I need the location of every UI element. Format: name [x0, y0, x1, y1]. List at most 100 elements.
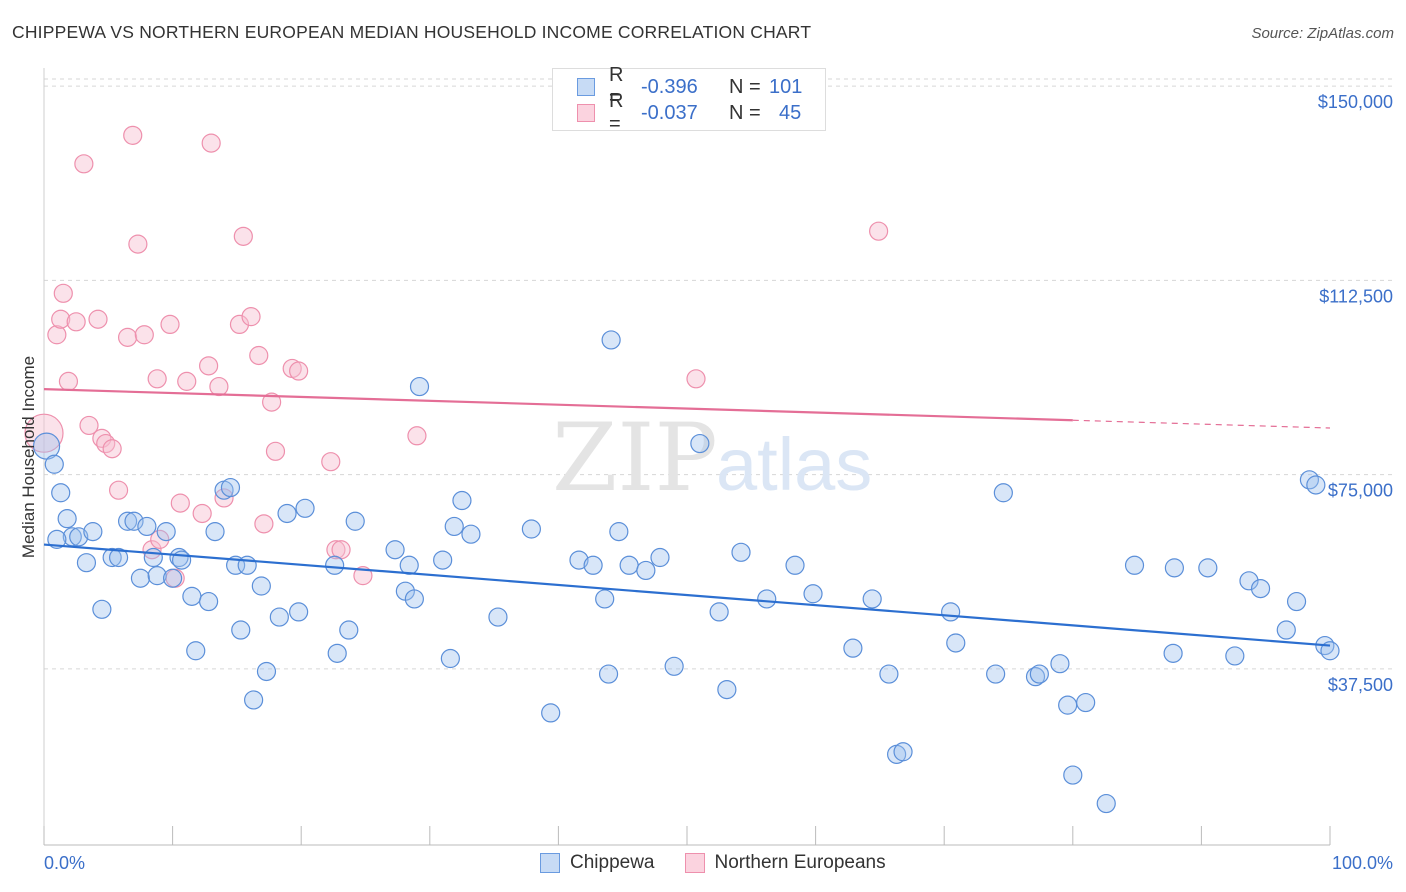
- northern-point: [117, 327, 138, 347]
- northern-point: [160, 314, 180, 335]
- chippewa-point: [102, 547, 122, 568]
- chippewa-point: [399, 555, 419, 575]
- chippewa-legend-swatch: [540, 853, 560, 873]
- northern-point: [51, 309, 71, 329]
- legend-n-value: 101: [769, 75, 803, 98]
- chippewa-point: [946, 633, 966, 653]
- northern-point: [88, 309, 108, 329]
- chippewa-point: [325, 555, 345, 575]
- chippewa-point: [541, 703, 561, 723]
- chippewa-point: [83, 522, 103, 542]
- chippewa-point: [1225, 646, 1245, 666]
- northern-legend-swatch: [684, 853, 705, 873]
- chippewa-point: [404, 589, 424, 609]
- legend-n-value: 45: [779, 101, 802, 124]
- northern-point: [353, 566, 373, 586]
- chippewa-point: [130, 568, 151, 588]
- northern-point: [249, 345, 269, 366]
- chippewa-point: [1029, 664, 1049, 684]
- chippewa-point: [709, 602, 729, 622]
- chippewa-point: [199, 591, 219, 612]
- chippewa-point: [327, 643, 347, 663]
- chippewa-point: [289, 602, 309, 622]
- chippewa-point: [1124, 555, 1145, 575]
- chippewa-point: [251, 576, 271, 596]
- chippewa-point: [1286, 591, 1307, 612]
- chippewa-point: [57, 509, 77, 529]
- chippewa-point: [92, 599, 112, 619]
- northern-points: [24, 125, 889, 588]
- chippewa-point: [731, 542, 751, 562]
- chippewa-point: [785, 555, 805, 575]
- chippewa-point: [182, 586, 202, 606]
- northern-point: [123, 125, 143, 145]
- chippewa-point: [269, 607, 289, 627]
- chippewa-point: [277, 503, 297, 524]
- chippewa-point: [339, 620, 359, 640]
- chippewa-swatch: [577, 78, 595, 96]
- chippewa-point: [1096, 793, 1116, 814]
- northern-point: [79, 415, 99, 436]
- tick-labels: $37,500 $75,000 $112,500 $150,000 0.0% 100.0%: [44, 92, 1393, 873]
- northern-point: [108, 480, 129, 500]
- northern-point: [241, 307, 261, 327]
- chippewa-point: [1198, 558, 1218, 578]
- chippewa-point: [893, 742, 913, 762]
- source-label: Source: ZipAtlas.com: [1251, 25, 1394, 42]
- northern-point: [686, 369, 706, 389]
- northern-point: [321, 452, 341, 472]
- legend-item-chippewa: Chippewa: [540, 852, 655, 874]
- chippewa-legend-label: Chippewa: [570, 852, 655, 873]
- chippewa-point: [862, 589, 882, 609]
- chippewa-point: [757, 589, 777, 609]
- chippewa-trend-line: [43, 543, 1331, 647]
- chippewa-point: [163, 568, 183, 588]
- legend-n-label: N =: [729, 101, 761, 124]
- northern-point: [134, 325, 154, 345]
- y-tick-label: $75,000: [1328, 481, 1393, 501]
- y-tick-label: $112,500: [1319, 286, 1393, 306]
- chippewa-point: [256, 661, 277, 682]
- northern-point: [199, 356, 219, 376]
- chippewa-point: [444, 516, 464, 537]
- chippewa-point: [1299, 470, 1320, 490]
- legend-r-value: -0.037: [641, 101, 698, 124]
- northern-point: [53, 283, 73, 303]
- chippewa-point: [433, 550, 453, 570]
- chippewa-point: [186, 641, 206, 661]
- chippewa-point: [147, 566, 167, 586]
- y-tick-label: $37,500: [1328, 675, 1393, 695]
- chippewa-point: [609, 522, 629, 542]
- chippewa-point: [1239, 571, 1259, 591]
- northern-point: [407, 426, 427, 446]
- legend-r-label: R =: [609, 64, 624, 109]
- chippewa-point: [117, 511, 138, 531]
- northern-point: [201, 133, 221, 153]
- northern-point: [74, 154, 94, 174]
- chippewa-point: [244, 690, 264, 710]
- chippewa-point: [993, 483, 1013, 503]
- chippewa-point: [650, 547, 670, 568]
- chippewa-point: [143, 547, 163, 568]
- chippewa-point: [717, 679, 737, 700]
- northern-swatch: [577, 104, 595, 122]
- chippewa-point: [1058, 695, 1078, 715]
- chippewa-point: [1063, 765, 1083, 785]
- chippewa-point: [51, 483, 71, 503]
- chippewa-point: [569, 550, 589, 570]
- chippewa-point: [1076, 692, 1096, 713]
- northern-point: [66, 312, 86, 332]
- chippewa-point: [108, 547, 129, 568]
- chippewa-point: [601, 330, 621, 350]
- northern-point: [128, 234, 148, 254]
- northern-trend-line: [43, 388, 1073, 422]
- chippewa-point: [583, 555, 603, 575]
- northern-legend-label: Northern Europeans: [714, 852, 886, 873]
- chippewa-point: [488, 607, 508, 627]
- chippewa-point: [156, 522, 176, 542]
- chippewa-point: [1050, 654, 1070, 674]
- grid-lines: [44, 78, 1394, 670]
- northern-point: [177, 371, 197, 391]
- chippewa-point: [44, 454, 64, 474]
